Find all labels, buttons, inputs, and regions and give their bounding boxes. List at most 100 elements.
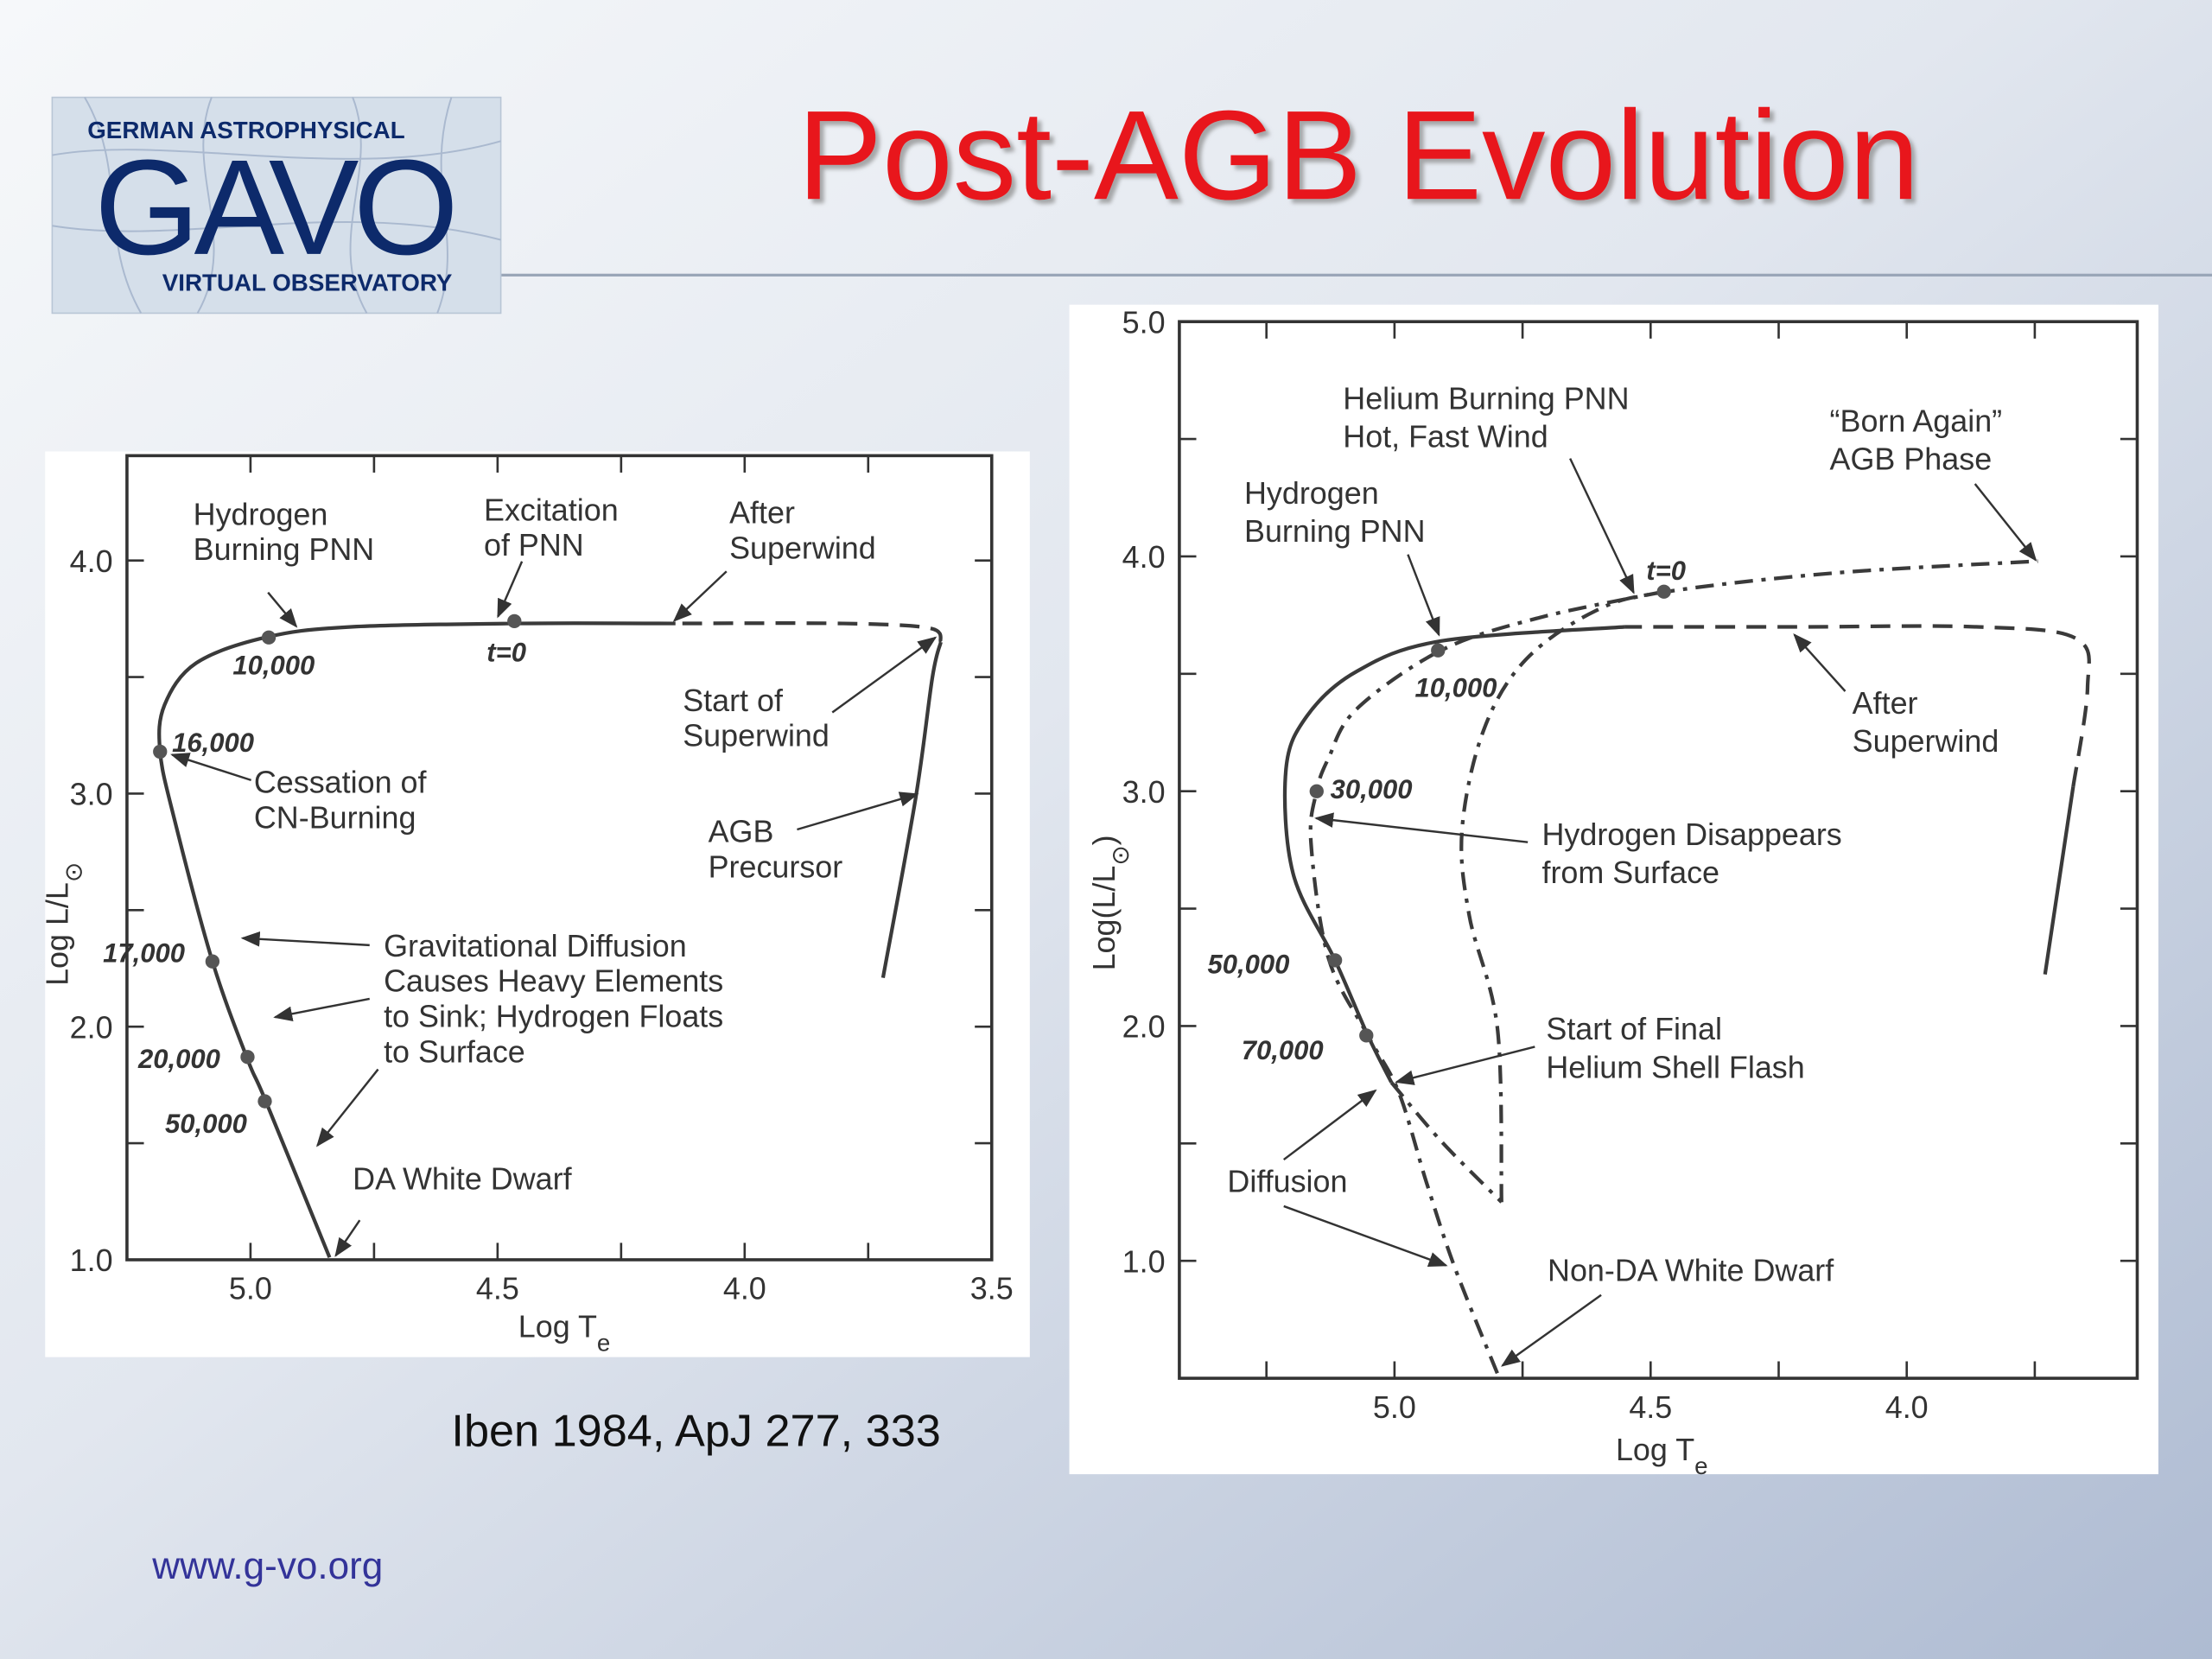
annotation: AGB Phase bbox=[1830, 442, 1993, 477]
y-tick-label: 3.0 bbox=[70, 777, 113, 812]
arrow bbox=[497, 561, 524, 619]
logo: GERMAN ASTROPHYSICAL GAVO VIRTUAL OBSERV… bbox=[51, 96, 502, 315]
annotation: After bbox=[1853, 685, 1918, 721]
point-label: 70,000 bbox=[1242, 1035, 1324, 1065]
chart: 5.0 4.5 4.0 1.0 2.0 3.0 4.0 5.0 10,000 t=0 30,000 5… bbox=[1069, 304, 2158, 1479]
arrow bbox=[1407, 554, 1440, 637]
annotation: Hydrogen Disappears bbox=[1541, 817, 1841, 852]
arrow bbox=[1314, 812, 1529, 843]
point-label: 30,000 bbox=[1331, 774, 1413, 804]
footer-url: www.g-vo.org bbox=[151, 1545, 383, 1587]
annotation: Cessation of bbox=[254, 765, 428, 800]
track-line bbox=[157, 621, 676, 1259]
arrow bbox=[1974, 483, 2037, 562]
annotation: Non-DA White Dwarf bbox=[1548, 1252, 1834, 1287]
arrow bbox=[1793, 633, 1847, 692]
track-line bbox=[1389, 1081, 1503, 1204]
annotation: Causes Heavy Elements bbox=[384, 963, 723, 999]
track-point bbox=[153, 744, 168, 760]
y-axis-label-part: Log(L/L bbox=[1086, 866, 1122, 971]
chart: 5.0 4.5 4.0 3.5 1.0 2.0 3.0 4.0 10,000 t=0 16,000 1… bbox=[39, 451, 1030, 1357]
point-label: 10,000 bbox=[1415, 673, 1497, 703]
annotation: CN-Burning bbox=[254, 799, 416, 835]
x-axis-label: Log Te bbox=[1616, 1432, 1708, 1479]
annotation: Helium Burning PNN bbox=[1343, 380, 1629, 416]
track-point bbox=[257, 1094, 272, 1109]
track-line bbox=[1459, 559, 2038, 1203]
x-tick-label: 4.0 bbox=[1885, 1389, 1929, 1425]
x-axis-label-part: Log T bbox=[518, 1309, 597, 1344]
annotation: After bbox=[729, 495, 795, 531]
x-axis-label-part: Log T bbox=[1616, 1432, 1694, 1467]
track-line bbox=[880, 641, 943, 978]
point-label: 50,000 bbox=[1208, 950, 1290, 980]
arrow bbox=[334, 1219, 361, 1257]
point-label: 17,000 bbox=[103, 938, 185, 968]
arrow bbox=[1569, 458, 1635, 594]
track-line bbox=[1282, 625, 1625, 1084]
point-label: 20,000 bbox=[137, 1044, 220, 1074]
annotation: Start of bbox=[683, 683, 784, 718]
annotation: Helium Shell Flash bbox=[1546, 1049, 1804, 1084]
annotation: AGB bbox=[709, 814, 774, 849]
arrow bbox=[1283, 1205, 1448, 1267]
y-axis-label-part: Log L/L bbox=[39, 882, 74, 986]
y-tick-label: 5.0 bbox=[1122, 304, 1166, 340]
track-point bbox=[1656, 584, 1671, 599]
track-line bbox=[675, 621, 943, 644]
annotation: to Surface bbox=[384, 1033, 525, 1069]
annotation: Superwind bbox=[683, 718, 830, 753]
y-tick-label: 4.0 bbox=[1122, 539, 1166, 575]
annotation: from Surface bbox=[1541, 855, 1719, 890]
annotation: Hot, Fast Wind bbox=[1343, 419, 1548, 454]
annotation: Burning PNN bbox=[1244, 513, 1426, 549]
point-label: 16,000 bbox=[172, 728, 254, 758]
logo-main: GAVO bbox=[94, 132, 453, 283]
track-point bbox=[507, 613, 522, 629]
y-tick-label: 1.0 bbox=[1122, 1243, 1166, 1279]
x-tick-label: 5.0 bbox=[229, 1271, 272, 1306]
plot-frame bbox=[125, 454, 994, 1262]
arrow bbox=[1395, 1046, 1535, 1085]
logo-top: GERMAN ASTROPHYSICAL bbox=[87, 117, 404, 143]
point-label: t=0 bbox=[1646, 556, 1686, 586]
annotation: Superwind bbox=[729, 531, 876, 566]
logo-grid bbox=[52, 97, 501, 314]
y-tick-label: 2.0 bbox=[70, 1009, 113, 1045]
annotation: Gravitational Diffusion bbox=[384, 928, 687, 963]
annotation: Hydrogen bbox=[1244, 475, 1379, 511]
annotation: Diffusion bbox=[1227, 1164, 1347, 1199]
annotation: DA White Dwarf bbox=[353, 1160, 572, 1196]
track-point bbox=[1431, 643, 1446, 658]
track-point bbox=[1359, 1028, 1374, 1043]
plot-frame bbox=[1178, 320, 2139, 1380]
point-label: t=0 bbox=[486, 638, 526, 668]
annotation: Hydrogen bbox=[194, 496, 328, 531]
y-axis-label-sub: ⊙ bbox=[60, 862, 86, 882]
point-label: 10,000 bbox=[232, 650, 315, 680]
citation: Iben 1984, ApJ 277, 333 bbox=[451, 1406, 940, 1456]
annotation: Burning PNN bbox=[194, 531, 375, 567]
y-axis-label: Log L/L⊙ bbox=[39, 862, 86, 986]
track-point bbox=[1327, 953, 1343, 968]
x-tick-label: 4.5 bbox=[476, 1271, 519, 1306]
x-axis-label-sub: e bbox=[597, 1329, 610, 1356]
logo-box bbox=[51, 96, 502, 315]
y-tick-label: 3.0 bbox=[1122, 774, 1166, 810]
x-axis-label: Log Te bbox=[518, 1309, 611, 1357]
x-axis-label-sub: e bbox=[1694, 1452, 1707, 1478]
arrow bbox=[170, 753, 251, 782]
arrow bbox=[1282, 1089, 1377, 1161]
y-axis-label-sub: ⊙ bbox=[1106, 845, 1133, 865]
annotation: to Sink; Hydrogen Floats bbox=[384, 999, 723, 1034]
arrow bbox=[240, 931, 370, 947]
logo-bottom: VIRTUAL OBSERVATORY bbox=[162, 269, 453, 296]
annotation: of PNN bbox=[484, 527, 584, 563]
y-tick-label: 1.0 bbox=[70, 1243, 113, 1278]
slide-title: Post-AGB Evolution bbox=[798, 85, 1919, 226]
y-tick-label: 4.0 bbox=[70, 543, 113, 579]
x-tick-label: 4.5 bbox=[1629, 1389, 1672, 1425]
arrow bbox=[672, 570, 728, 622]
